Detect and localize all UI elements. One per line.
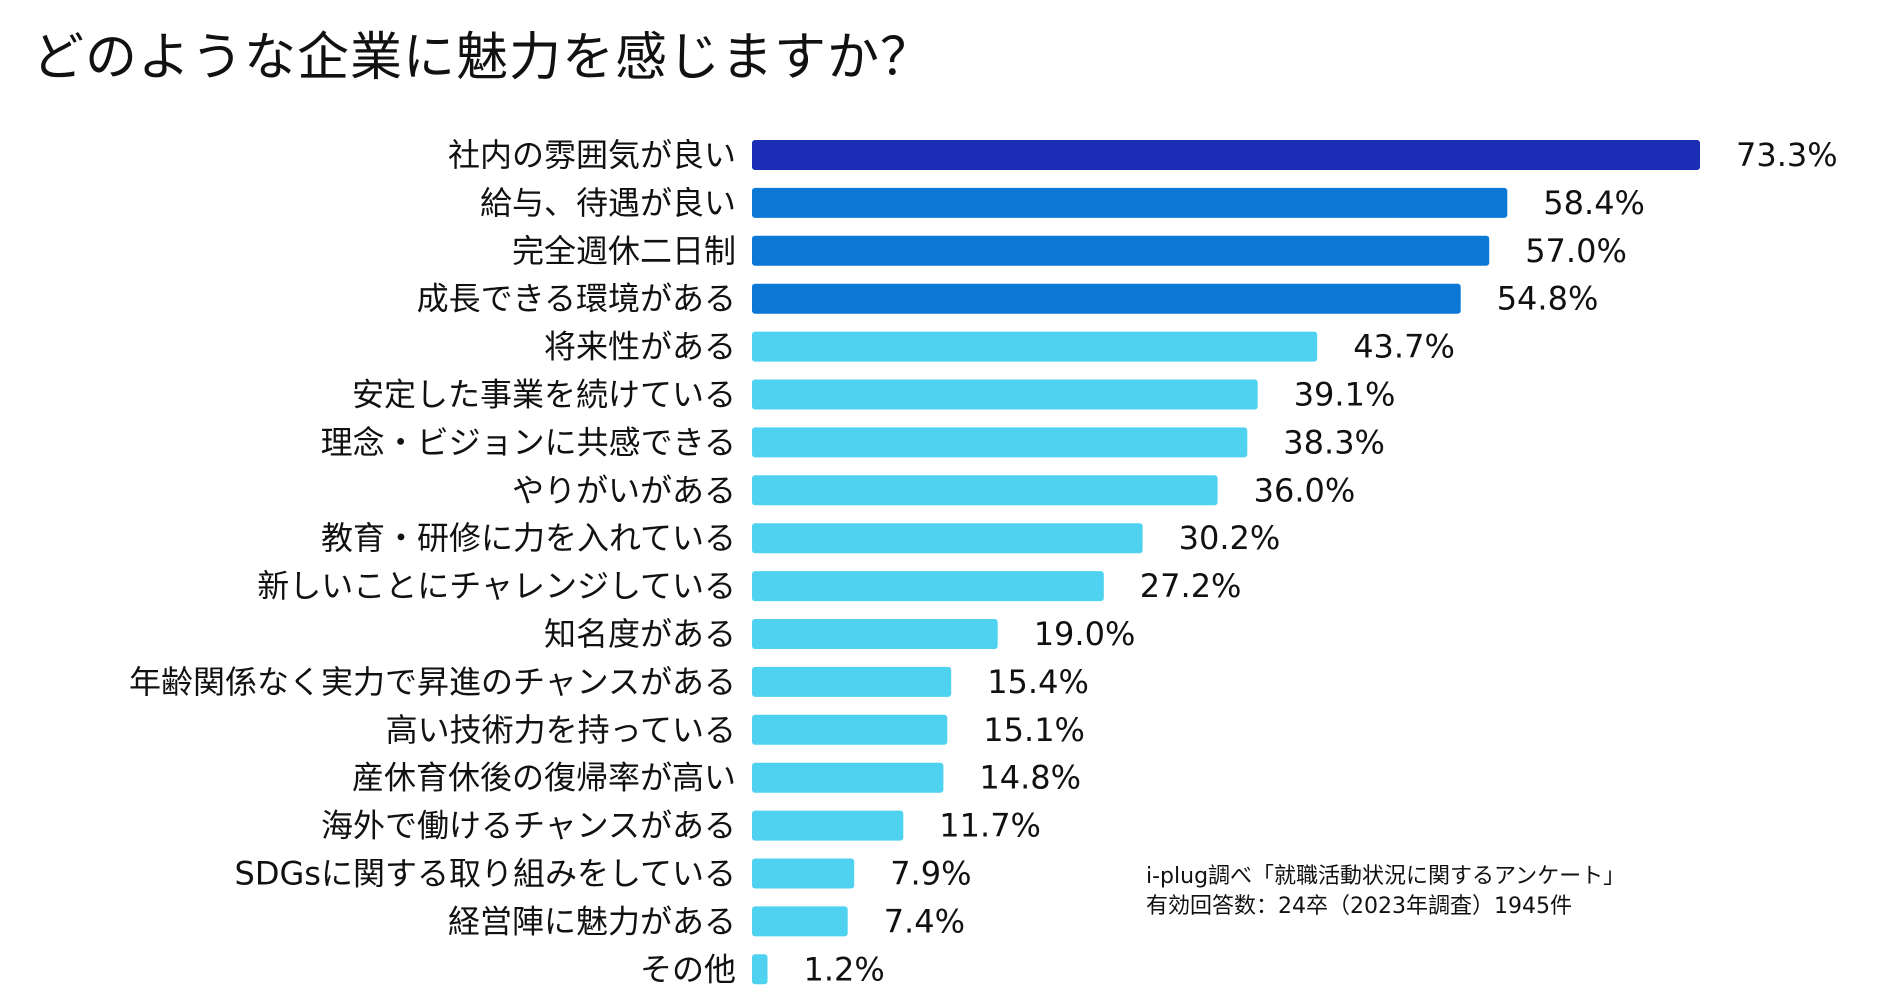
- category-label: 成長できる環境がある: [417, 280, 736, 318]
- category-label: 知名度がある: [544, 615, 736, 653]
- source-line-1: i-plug調べ「就職活動状況に関するアンケート」: [1146, 864, 1626, 889]
- bar: [752, 666, 952, 697]
- category-label: 教育・研修に力を入れている: [321, 519, 736, 557]
- bar: [752, 331, 1318, 362]
- bar: [752, 619, 998, 649]
- category-label: 海外で働けるチャンスがある: [321, 807, 736, 845]
- bar: [752, 379, 1258, 410]
- value-label: 7.4%: [884, 902, 965, 940]
- bar: [752, 762, 944, 793]
- value-label: 7.9%: [890, 855, 971, 893]
- value-label: 58.4%: [1543, 184, 1645, 222]
- category-label: 高い技術力を持っている: [386, 711, 736, 749]
- bar: [752, 571, 1104, 602]
- value-label: 27.2%: [1140, 567, 1242, 605]
- value-label: 54.8%: [1497, 280, 1599, 318]
- value-label: 1.2%: [804, 950, 885, 988]
- category-label: 給与、待遇が良い: [480, 184, 736, 222]
- category-label: 将来性がある: [544, 328, 736, 366]
- value-label: 19.0%: [1034, 615, 1136, 653]
- value-label: 73.3%: [1736, 136, 1838, 174]
- bar: [752, 954, 768, 985]
- category-label: 経営陣に魅力がある: [448, 902, 736, 940]
- value-label: 14.8%: [979, 759, 1081, 797]
- value-label: 36.0%: [1254, 471, 1356, 509]
- category-label: 安定した事業を続けている: [352, 376, 736, 414]
- category-label: SDGsに関する取り組みをしている: [235, 855, 736, 893]
- bar: [752, 140, 1700, 170]
- category-label: 完全週休二日制: [512, 232, 736, 270]
- value-label: 15.4%: [987, 663, 1089, 701]
- bar: [752, 714, 948, 745]
- bar: [752, 235, 1490, 266]
- bar: [752, 283, 1461, 314]
- source-note: i-plug調べ「就職活動状況に関するアンケート」 有効回答数：24卒（2023…: [1146, 862, 1625, 922]
- bar: [752, 475, 1218, 506]
- bar: [752, 427, 1248, 458]
- bar: [752, 810, 904, 841]
- value-label: 15.1%: [983, 711, 1085, 749]
- value-label: 30.2%: [1179, 519, 1281, 557]
- category-label: 新しいことにチャレンジしている: [257, 567, 736, 605]
- category-label: その他: [640, 950, 736, 988]
- value-label: 43.7%: [1353, 328, 1455, 366]
- value-label: 39.1%: [1294, 376, 1396, 414]
- bar: [752, 858, 855, 889]
- value-label: 57.0%: [1525, 232, 1627, 270]
- value-label: 11.7%: [939, 807, 1041, 845]
- bar: [752, 523, 1143, 554]
- category-label: 理念・ビジョンに共感できる: [321, 423, 736, 461]
- bar: [752, 906, 848, 937]
- source-line-2: 有効回答数：24卒（2023年調査）1945件: [1146, 894, 1572, 919]
- category-label: 産休育休後の復帰率が高い: [352, 759, 736, 797]
- category-label: やりがいがある: [512, 471, 736, 509]
- category-label: 社内の雰囲気が良い: [448, 136, 736, 174]
- category-label: 年齢関係なく実力で昇進のチャンスがある: [129, 663, 736, 701]
- page-title: どのような企業に魅力を感じますか？: [32, 28, 934, 88]
- value-label: 38.3%: [1283, 423, 1385, 461]
- bar: [752, 187, 1508, 218]
